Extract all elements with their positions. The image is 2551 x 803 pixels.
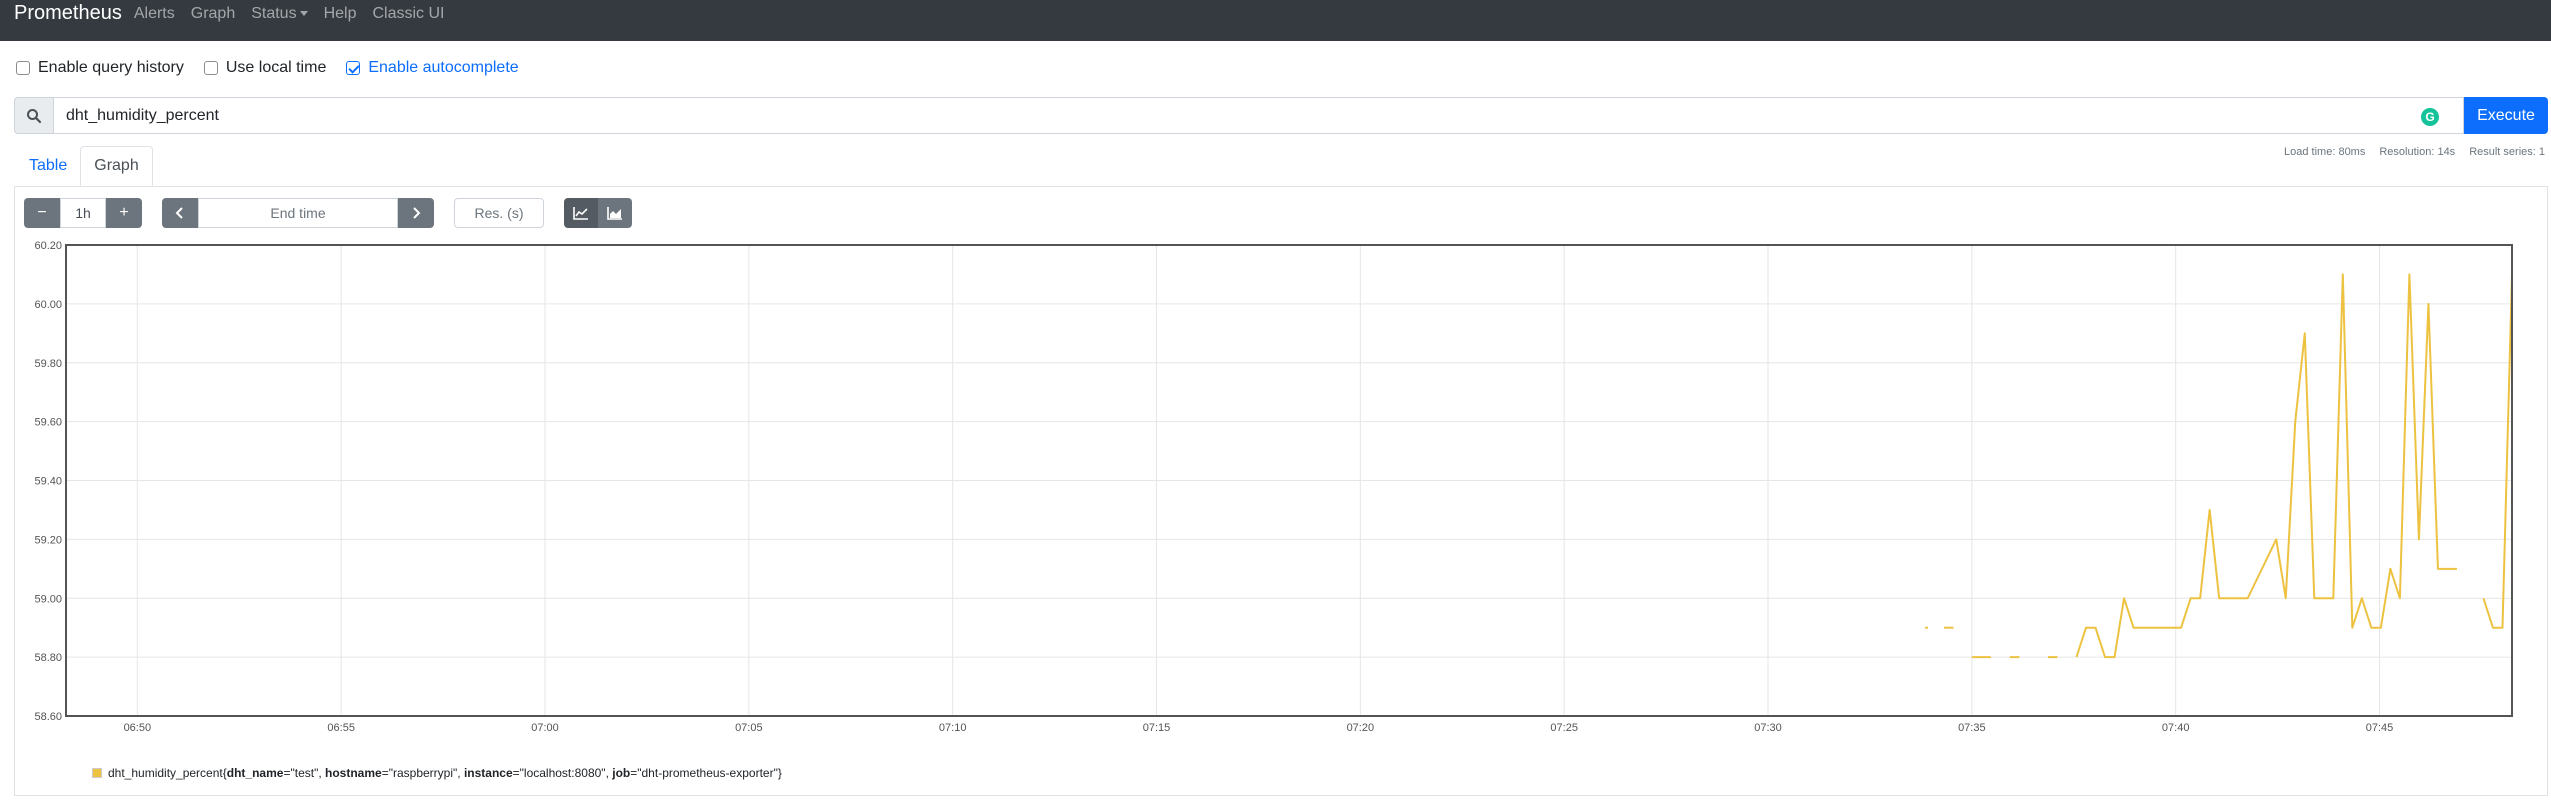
result-series: Result series: 1 xyxy=(2469,146,2545,158)
option-autocomplete[interactable]: Enable autocomplete xyxy=(346,59,519,77)
y-tick-label: 60.20 xyxy=(34,240,62,252)
y-tick-label: 59.80 xyxy=(34,358,62,370)
legend: dht_humidity_percent{dht_name="test", ho… xyxy=(92,766,782,780)
legend-metric: dht_humidity_percent xyxy=(108,766,223,780)
resolution-input[interactable]: Res. (s) xyxy=(454,198,544,228)
query-history-checkbox[interactable] xyxy=(16,61,30,75)
nav-status-label: Status xyxy=(251,4,297,22)
nav-alerts[interactable]: Alerts xyxy=(133,4,175,22)
end-time-input[interactable]: End time xyxy=(198,198,398,228)
nav-status-dropdown[interactable]: Status xyxy=(251,4,308,23)
execute-button[interactable]: Execute xyxy=(2464,97,2548,134)
series-line[interactable] xyxy=(2482,274,2513,629)
tab-graph[interactable]: Graph xyxy=(80,146,153,186)
search-icon xyxy=(14,97,54,134)
legend-label-value: "test" xyxy=(290,766,319,780)
query-stats: Load time: 80ms Resolution: 14s Result s… xyxy=(2270,146,2545,158)
query-bar: dht_humidity_percent G Execute xyxy=(14,97,2548,134)
legend-brace-close: } xyxy=(777,766,782,780)
local-time-label[interactable]: Use local time xyxy=(225,59,327,76)
legend-label-key: instance xyxy=(463,766,513,780)
y-tick-label: 59.00 xyxy=(34,593,62,605)
x-tick-label: 07:05 xyxy=(735,722,763,734)
legend-label-key: job xyxy=(612,766,631,780)
tab-table[interactable]: Table xyxy=(29,157,68,174)
y-tick-label: 60.00 xyxy=(34,299,62,311)
x-tick-label: 07:40 xyxy=(2162,722,2190,734)
caret-down-icon xyxy=(299,10,308,16)
x-tick-label: 07:25 xyxy=(1550,722,1578,734)
time-forward-button[interactable] xyxy=(398,198,434,228)
x-tick-label: 07:15 xyxy=(1143,722,1171,734)
graph-panel xyxy=(14,186,2548,796)
x-tick-label: 07:10 xyxy=(939,722,967,734)
range-input[interactable]: 1h xyxy=(60,198,106,228)
legend-brace-open: { xyxy=(222,766,227,780)
autocomplete-checkbox[interactable] xyxy=(346,61,361,75)
x-tick-label: 07:20 xyxy=(1347,722,1375,734)
query-text: dht_humidity_percent xyxy=(66,106,219,124)
x-tick-label: 06:50 xyxy=(124,722,152,734)
y-tick-label: 58.60 xyxy=(34,711,62,723)
option-local-time[interactable]: Use local time xyxy=(203,59,327,77)
options-row: Enable query history Use local time Enab… xyxy=(16,59,539,77)
query-history-label[interactable]: Enable query history xyxy=(38,59,184,76)
legend-label-key: dht_name xyxy=(226,766,284,780)
nav-classic-ui[interactable]: Classic UI xyxy=(372,4,445,22)
increase-range-button[interactable]: + xyxy=(106,198,142,228)
chart-mode-toggle xyxy=(564,198,632,228)
view-tabs: Table Graph xyxy=(16,146,153,186)
option-query-history[interactable]: Enable query history xyxy=(16,59,184,77)
chevron-right-icon xyxy=(413,207,421,219)
brand-logo[interactable]: Prometheus xyxy=(14,2,122,24)
chevron-left-icon xyxy=(175,207,183,219)
legend-series[interactable]: dht_humidity_percent{dht_name="test", ho… xyxy=(108,766,782,780)
y-tick-label: 59.60 xyxy=(34,417,62,429)
grammarly-icon[interactable]: G xyxy=(2421,108,2439,126)
local-time-checkbox[interactable] xyxy=(203,61,218,75)
nav-graph[interactable]: Graph xyxy=(190,4,236,22)
x-tick-label: 07:30 xyxy=(1754,722,1782,734)
query-input[interactable]: dht_humidity_percent G xyxy=(54,97,2464,134)
legend-label-value: "dht-prometheus-exporter" xyxy=(637,766,778,780)
legend-label-value: "raspberrypi" xyxy=(388,766,458,780)
graph-controls: − 1h + End time Res. (s) xyxy=(24,198,632,228)
time-back-button[interactable] xyxy=(162,198,198,228)
decrease-range-button[interactable]: − xyxy=(24,198,60,228)
x-tick-label: 07:00 xyxy=(531,722,559,734)
line-chart-icon xyxy=(573,207,588,220)
x-tick-label: 07:35 xyxy=(1958,722,1986,734)
y-tick-label: 59.40 xyxy=(34,476,62,488)
nav-help[interactable]: Help xyxy=(323,4,357,22)
unstacked-button[interactable] xyxy=(564,198,598,228)
x-tick-label: 06:55 xyxy=(327,722,355,734)
y-tick-label: 58.80 xyxy=(34,652,62,664)
resolution: Resolution: 14s xyxy=(2379,146,2456,158)
series-line[interactable] xyxy=(2075,273,2457,659)
load-time: Load time: 80ms xyxy=(2284,146,2366,158)
x-tick-label: 07:45 xyxy=(2366,722,2394,734)
legend-label-value: "localhost:8080" xyxy=(519,766,606,780)
area-chart-icon xyxy=(607,207,622,220)
legend-swatch xyxy=(92,768,102,778)
autocomplete-label[interactable]: Enable autocomplete xyxy=(368,59,519,76)
legend-label-key: hostname xyxy=(325,766,382,780)
stacked-button[interactable] xyxy=(598,198,632,228)
nav-menu: Alerts Graph Status Help Classic UI xyxy=(134,5,461,23)
navbar: Prometheus Alerts Graph Status Help Clas… xyxy=(0,0,2551,41)
y-tick-label: 59.20 xyxy=(34,534,62,546)
